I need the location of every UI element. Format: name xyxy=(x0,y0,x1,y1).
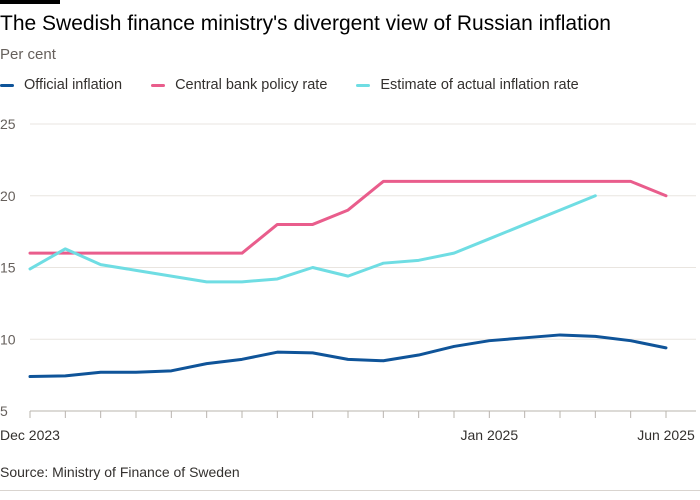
legend-swatch-official-inflation xyxy=(0,83,14,87)
legend-label-actual-inflation: Estimate of actual inflation rate xyxy=(380,77,579,93)
chart-title: The Swedish finance ministry's divergent… xyxy=(0,12,611,35)
y-tick-label-25: 25 xyxy=(0,116,16,132)
x-tick-label-2023-12: Dec 2023 xyxy=(0,427,60,443)
chart-legend: Official inflation Central bank policy r… xyxy=(0,77,608,93)
footer-divider xyxy=(0,490,700,491)
legend-item-actual-inflation: Estimate of actual inflation rate xyxy=(356,77,579,93)
line-chart: 5 10 15 20 25 Dec 2023 Jan 2025 Jun 2025 xyxy=(0,116,696,443)
legend-swatch-policy-rate xyxy=(151,83,166,87)
legend-item-official-inflation: Official inflation xyxy=(0,77,122,93)
chart-subtitle: Per cent xyxy=(0,46,56,63)
x-tick-label-2025-01: Jan 2025 xyxy=(461,427,519,443)
series-line-central-bank-policy-rate xyxy=(28,179,668,255)
header-accent-bar xyxy=(0,0,60,4)
x-tick-label-2025-06: Jun 2025 xyxy=(637,427,695,443)
source-note: Source: Ministry of Finance of Sweden xyxy=(0,464,240,480)
y-tick-label-15: 15 xyxy=(0,260,16,276)
legend-swatch-actual-inflation xyxy=(356,83,371,87)
series-line-estimate-of-actual-inflation-rate xyxy=(28,194,597,284)
legend-label-official-inflation: Official inflation xyxy=(24,77,123,93)
y-tick-label-20: 20 xyxy=(0,188,16,204)
series-line-official-inflation xyxy=(28,333,668,379)
legend-item-policy-rate: Central bank policy rate xyxy=(151,77,327,93)
y-tick-label-5: 5 xyxy=(0,403,8,419)
legend-label-policy-rate: Central bank policy rate xyxy=(175,77,328,93)
y-tick-label-10: 10 xyxy=(0,331,16,347)
